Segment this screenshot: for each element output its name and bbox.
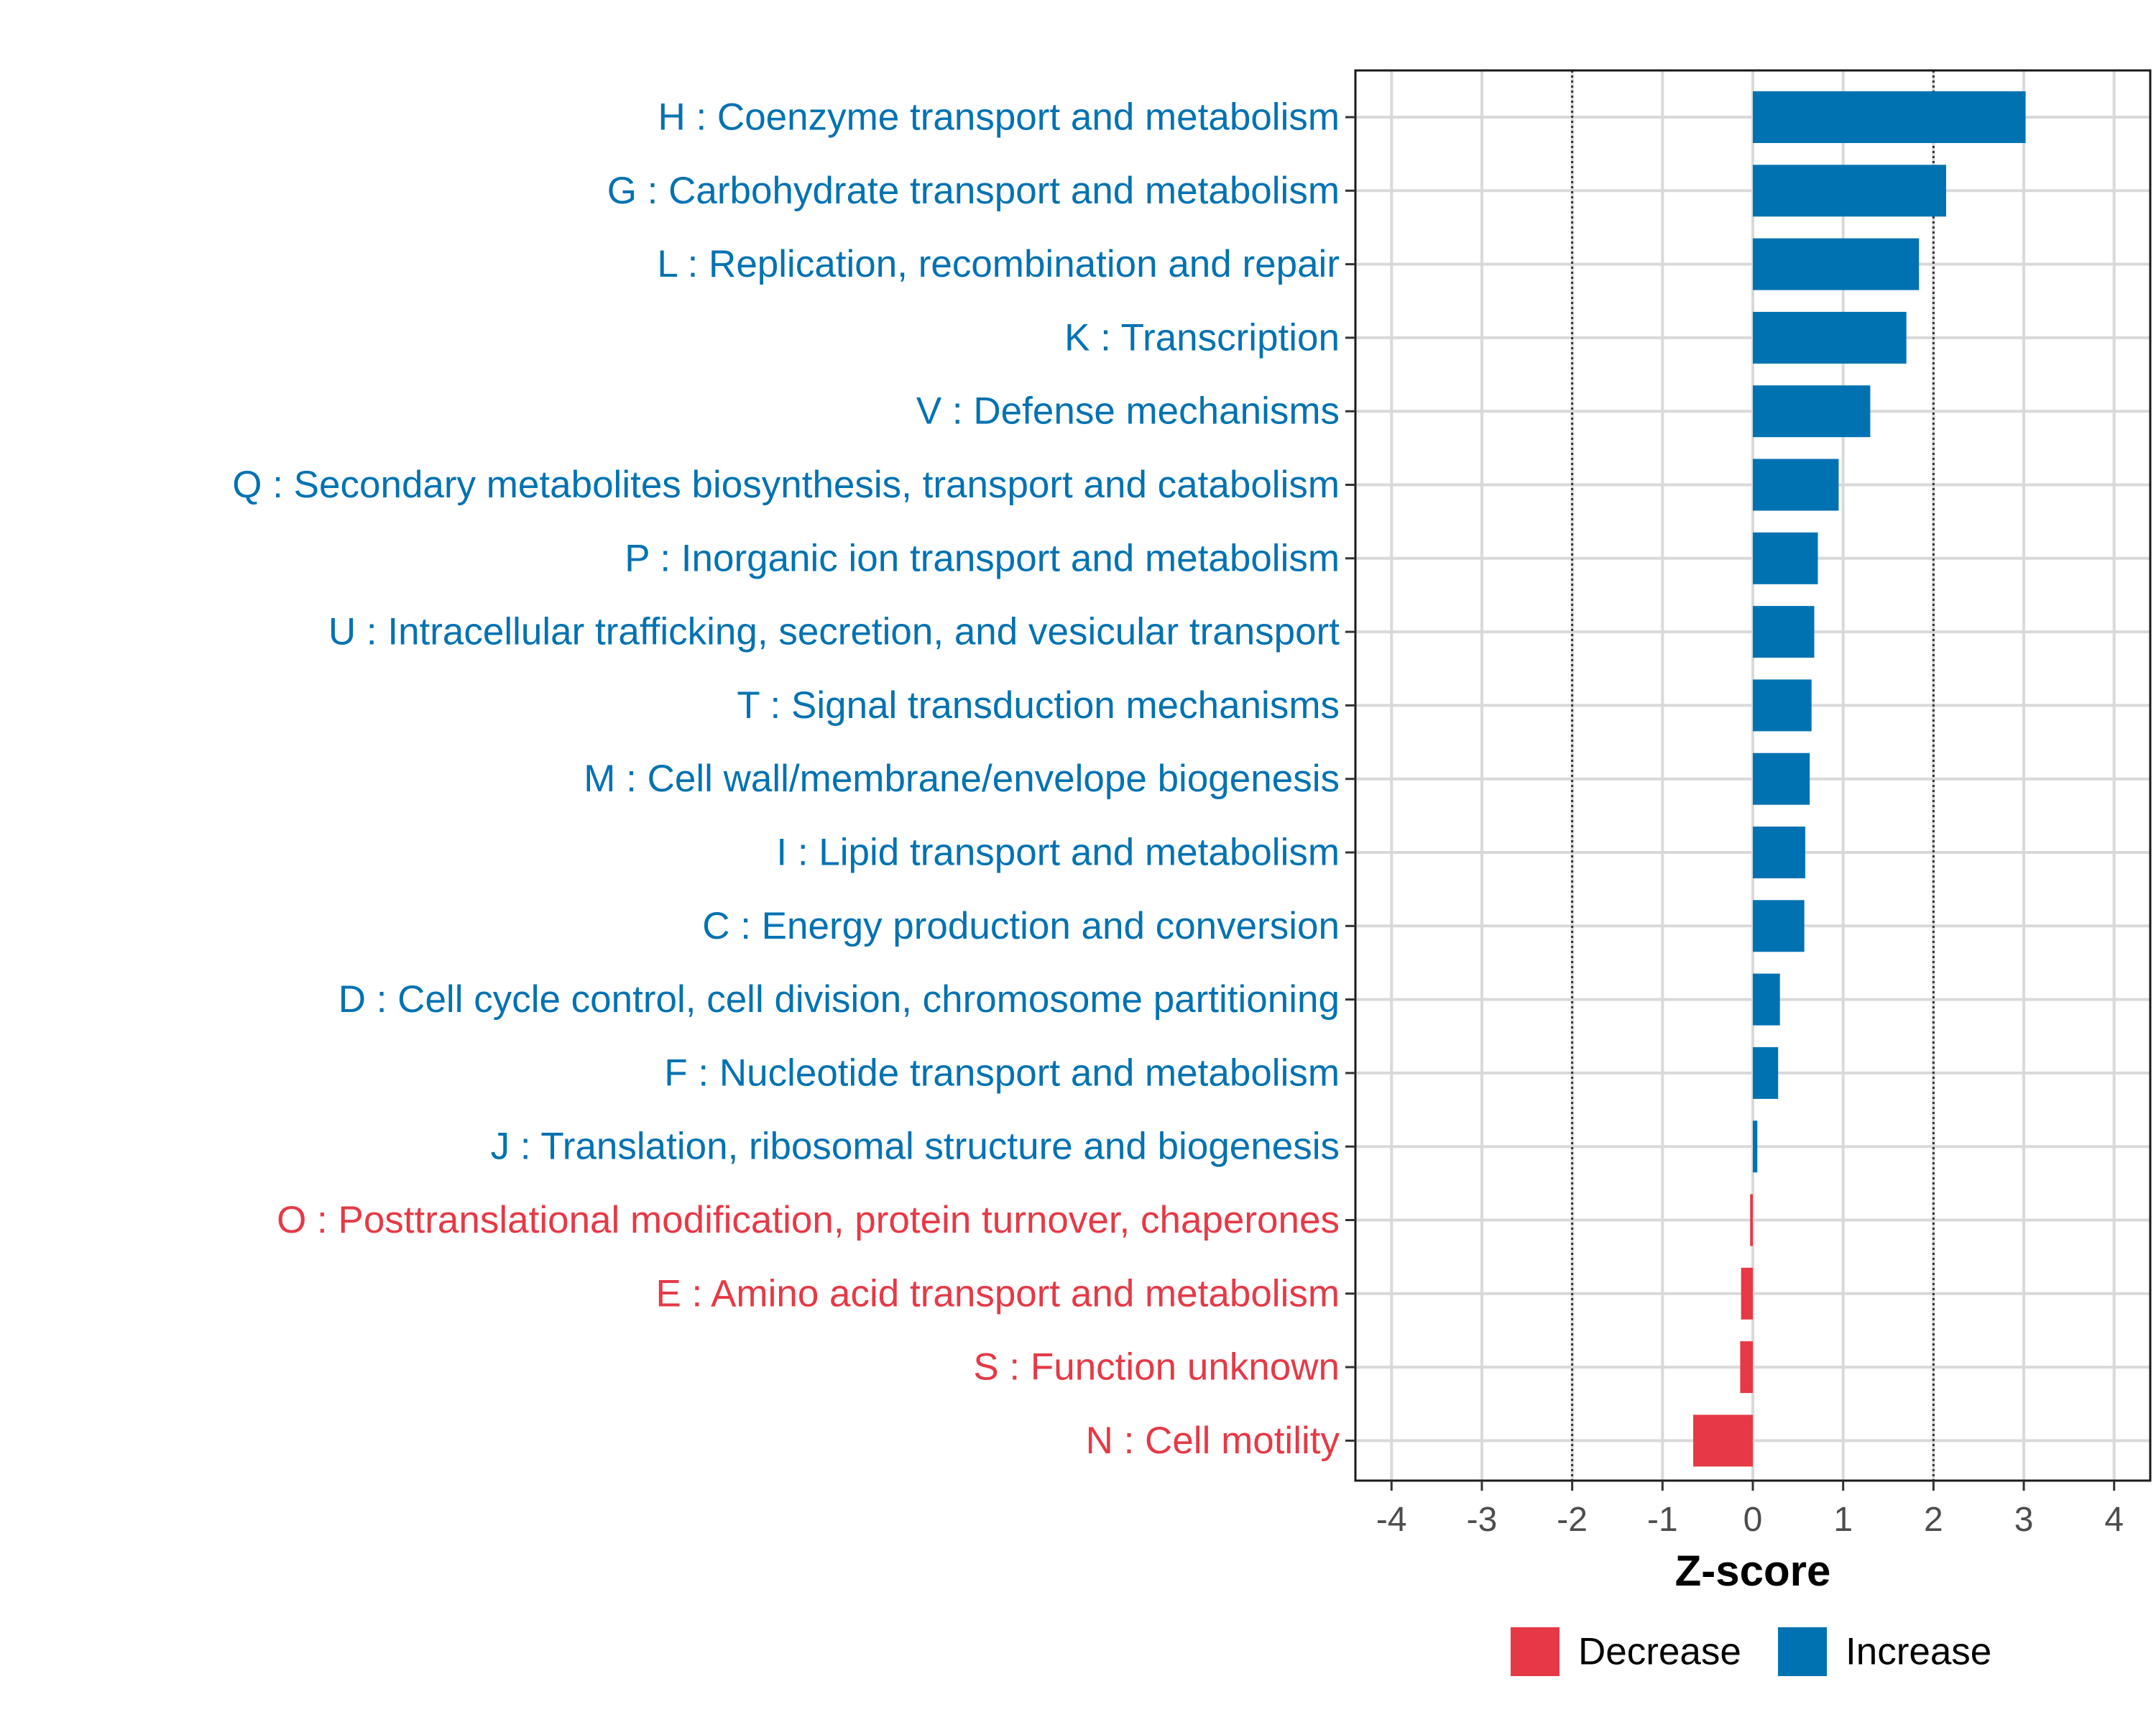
bar [1740, 1341, 1753, 1394]
bar [1753, 679, 1812, 732]
x-tick-label: 1 [1833, 1501, 1853, 1539]
legend-key-decrease [1511, 1627, 1560, 1676]
category-label: C : Energy production and conversion [702, 905, 1340, 947]
category-label: T : Signal transduction mechanisms [737, 684, 1340, 727]
reference-lines [1571, 70, 1935, 1481]
category-label: O : Posttranslational modification, prot… [277, 1199, 1340, 1241]
category-label: J : Translation, ribosomal structure and… [491, 1126, 1340, 1168]
bar [1753, 385, 1871, 438]
bar [1753, 753, 1810, 805]
legend: Decrease Increase [1511, 1627, 1991, 1676]
x-ticks: -4 -3 -2 -1 0 1 2 3 4 [1376, 1481, 2124, 1539]
category-label: D : Cell cycle control, cell division, c… [338, 978, 1340, 1021]
x-tick-label: 2 [1924, 1501, 1943, 1539]
category-label: G : Carbohydrate transport and metabolis… [607, 170, 1340, 212]
x-tick-label: 4 [2104, 1501, 2124, 1539]
bar [1753, 973, 1780, 1026]
bar [1750, 1194, 1753, 1246]
x-tick-label: -3 [1467, 1501, 1498, 1539]
category-label: M : Cell wall/membrane/envelope biogenes… [584, 758, 1340, 800]
category-label: E : Amino acid transport and metabolism [655, 1272, 1340, 1315]
bar [1693, 1414, 1753, 1467]
category-label: N : Cell motility [1086, 1420, 1340, 1462]
bar [1753, 532, 1818, 584]
bar [1753, 606, 1815, 658]
category-label: P : Inorganic ion transport and metaboli… [625, 537, 1340, 579]
legend-label-decrease: Decrease [1578, 1631, 1741, 1673]
x-tick-label: 0 [1743, 1501, 1763, 1539]
category-label: K : Transcription [1064, 316, 1340, 359]
bar [1753, 459, 1839, 511]
legend-label-increase: Increase [1846, 1631, 1991, 1673]
bar [1753, 1121, 1758, 1173]
bar [1741, 1267, 1753, 1320]
category-label: I : Lipid transport and metabolism [776, 832, 1340, 874]
bar [1753, 238, 1920, 290]
bars [1693, 91, 2026, 1467]
category-label: F : Nucleotide transport and metabolism [664, 1052, 1340, 1094]
x-axis-title: Z-score [1675, 1547, 1831, 1595]
category-label: U : Intracellular trafficking, secretion… [328, 611, 1340, 653]
bar [1753, 827, 1805, 878]
bar [1753, 900, 1805, 952]
bar [1753, 311, 1907, 364]
category-label: V : Defense mechanisms [916, 390, 1340, 433]
x-tick-label: -2 [1557, 1501, 1588, 1539]
category-label: H : Coenzyme transport and metabolism [658, 96, 1340, 139]
bar [1753, 165, 1946, 217]
category-label: L : Replication, recombination and repai… [657, 243, 1340, 285]
x-tick-label: -1 [1647, 1501, 1678, 1539]
x-tick-label: 3 [2014, 1501, 2034, 1539]
category-label: S : Function unknown [973, 1346, 1340, 1389]
bar [1753, 91, 2026, 143]
y-ticks: H : Coenzyme transport and metabolism G :… [232, 96, 1355, 1462]
category-label: Q : Secondary metabolites biosynthesis, … [232, 464, 1340, 506]
bar [1753, 1046, 1779, 1099]
legend-key-increase [1778, 1627, 1827, 1676]
x-tick-label: -4 [1376, 1501, 1407, 1539]
